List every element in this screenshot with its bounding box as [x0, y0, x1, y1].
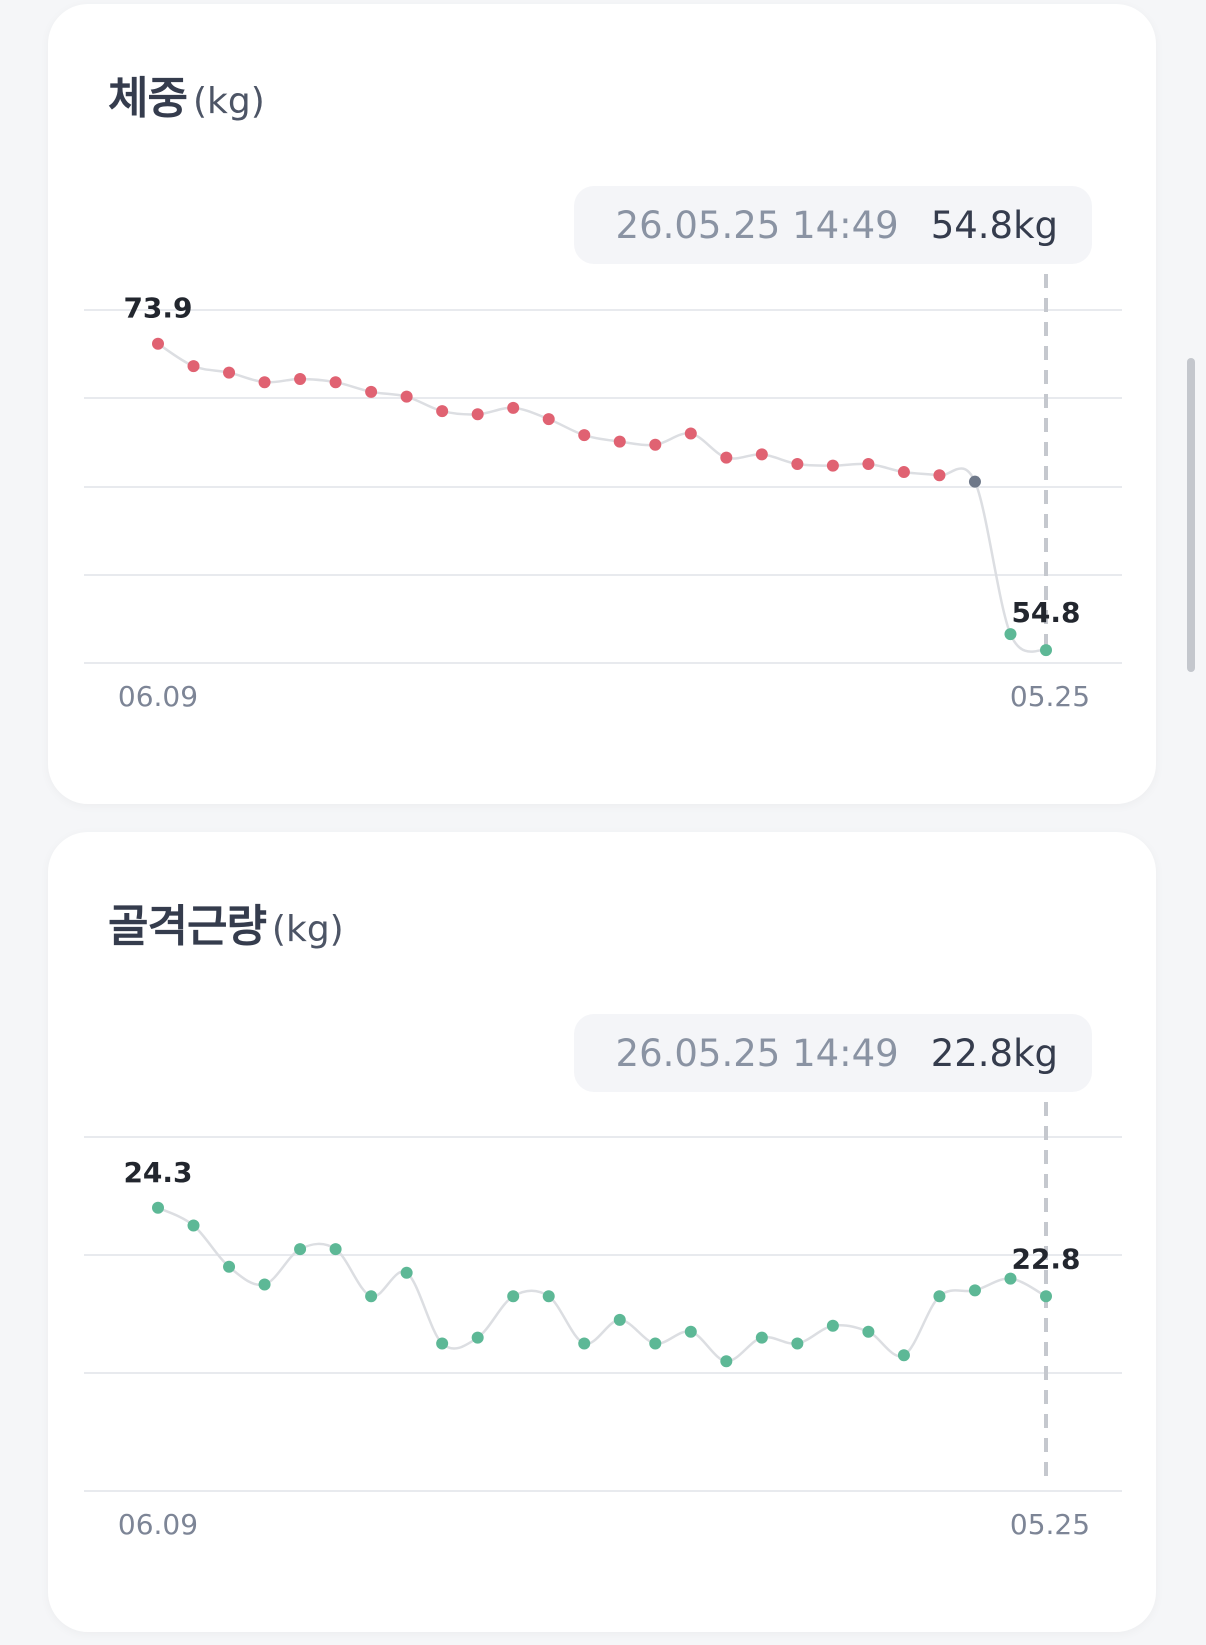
data-point: [1004, 628, 1017, 641]
data-point: [436, 1337, 449, 1350]
data-point: [791, 458, 804, 471]
unit-label: (kg): [192, 81, 265, 122]
first-value-label: 24.3: [123, 1156, 192, 1189]
data-point: [578, 429, 591, 442]
weight-card: 체중 (kg) 26.05.25 14:49 54.8kg 73.9 54.8 06.…: [48, 4, 1156, 804]
data-point: [1040, 1290, 1052, 1303]
x-axis-end-label: 05.25: [1010, 1508, 1090, 1541]
data-point: [471, 408, 484, 421]
tooltip-value: 54.8kg: [930, 203, 1058, 247]
data-point: [968, 1284, 981, 1297]
data-point: [436, 405, 449, 418]
data-point: [471, 1331, 484, 1344]
x-axis-start-label: 06.09: [118, 680, 198, 713]
data-point: [826, 459, 839, 472]
tooltip-value: 22.8kg: [930, 1031, 1058, 1075]
x-axis-start-label: 06.09: [118, 1508, 198, 1541]
card-title: 체중 (kg): [108, 73, 265, 124]
data-point: [684, 1325, 697, 1338]
data-point: [578, 1337, 591, 1350]
selected-point-tooltip: 26.05.25 14:49 22.8kg: [574, 1014, 1092, 1092]
data-point: [542, 1290, 555, 1303]
data-point: [791, 1337, 804, 1350]
scrollbar[interactable]: [1187, 358, 1195, 672]
data-point: [365, 385, 378, 398]
data-point: [613, 1313, 626, 1326]
data-point: [187, 1219, 200, 1232]
data-point: [400, 1266, 413, 1279]
unit-label: (kg): [271, 909, 344, 950]
first-value-label: 73.9: [123, 292, 192, 325]
data-point: [294, 1243, 307, 1256]
data-point: [329, 376, 342, 389]
data-point: [223, 366, 236, 379]
skeletal-muscle-card: 골격근량 (kg) 26.05.25 14:49 22.8kg 24.3 22.8 0…: [48, 832, 1156, 1632]
data-point: [329, 1243, 342, 1256]
last-value-label: 54.8: [1011, 596, 1080, 629]
data-point: [649, 438, 662, 451]
data-point: [649, 1337, 662, 1350]
data-point: [187, 360, 200, 373]
data-point: [897, 466, 910, 479]
data-point: [862, 1325, 875, 1338]
data-point: [933, 469, 946, 482]
x-axis-end-label: 05.25: [1010, 680, 1090, 713]
selected-point-tooltip: 26.05.25 14:49 54.8kg: [574, 186, 1092, 264]
data-point: [720, 451, 733, 464]
card-title: 골격근량 (kg): [108, 901, 344, 952]
data-point: [826, 1319, 839, 1332]
data-point: [613, 435, 626, 448]
skeletal-muscle-chart[interactable]: 24.3 22.8 06.09 05.25: [48, 832, 1156, 1632]
data-point: [684, 427, 697, 440]
data-point: [542, 413, 555, 426]
weight-chart[interactable]: 73.9 54.8 06.09 05.25: [48, 4, 1156, 804]
data-point: [294, 372, 307, 385]
data-point: [258, 1278, 271, 1291]
data-point: [897, 1349, 910, 1362]
data-point: [755, 448, 768, 461]
data-point: [720, 1355, 733, 1368]
data-point: [507, 1290, 520, 1303]
data-point: [968, 475, 981, 488]
data-point: [152, 1201, 164, 1214]
tooltip-date: 26.05.25 14:49: [615, 1031, 899, 1075]
data-point: [400, 390, 413, 403]
last-value-label: 22.8: [1011, 1242, 1080, 1275]
data-point: [507, 401, 520, 414]
data-point: [862, 458, 875, 471]
tooltip-date: 26.05.25 14:49: [615, 203, 899, 247]
data-point: [152, 337, 164, 350]
data-point: [365, 1290, 378, 1303]
data-point: [1040, 644, 1052, 657]
data-point: [258, 376, 271, 389]
series-line: [157, 342, 1047, 653]
data-point: [1004, 1272, 1017, 1285]
data-point: [223, 1260, 236, 1273]
data-point: [755, 1331, 768, 1344]
series-line: [157, 1206, 1047, 1363]
data-point: [933, 1290, 946, 1303]
